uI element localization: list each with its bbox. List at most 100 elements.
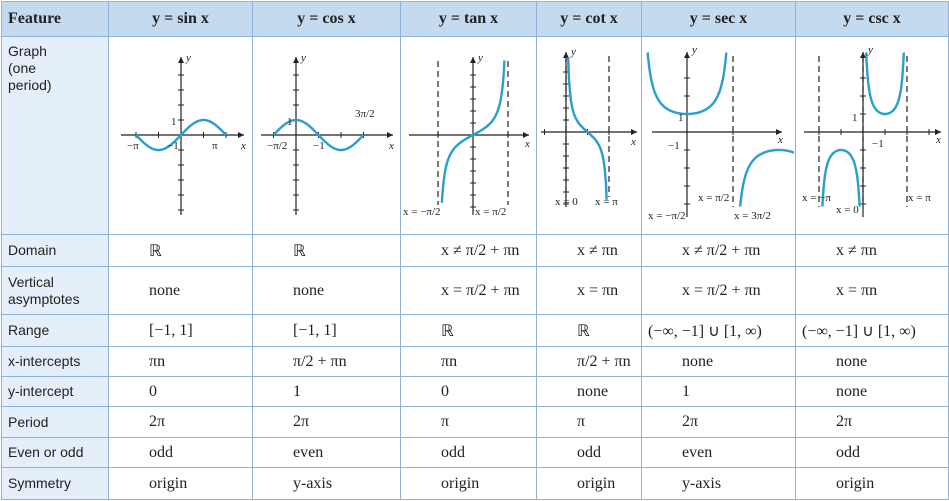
axis-arrow (684, 52, 782, 135)
value-cell: 0 (400, 376, 537, 407)
value-cell: (−∞, −1] ∪ [1, ∞) (641, 314, 796, 347)
graph-label: x = 0 (836, 204, 859, 216)
row-label: Symmetry (1, 467, 109, 500)
graph: y 1 −1 x x = −π/2 x = π/2 x = 3π/2 (646, 44, 794, 222)
graph-cell: y 1 −1 x x = −π x = 0 x = π (795, 36, 949, 235)
row-label: Even or odd (1, 437, 109, 468)
value-cell: 2π (108, 406, 253, 438)
row-label: Vertical asymptotes (1, 266, 109, 315)
value-cell: x ≠ π/2 + πn (400, 234, 537, 267)
value-cell: πn (400, 346, 537, 377)
value-cell: none (641, 346, 796, 377)
header-cell: y = csc x (795, 1, 949, 37)
header-cell: y = cos x (252, 1, 401, 37)
value-cell: odd (795, 437, 949, 468)
header-cell: y = sin x (108, 1, 253, 37)
graph-label: x = π (908, 192, 931, 204)
value-cell: origin (536, 467, 642, 500)
curve (272, 118, 365, 152)
graph-label: −1 (313, 140, 325, 152)
axis-arrow (178, 57, 244, 138)
axis-arrow (563, 52, 637, 135)
curve (646, 52, 728, 116)
value-cell: πn (108, 346, 253, 377)
value-cell: odd (400, 437, 537, 468)
graph-label: x (630, 136, 636, 148)
data-row: Symmetry origin y-axis origin origin y-axis or… (1, 467, 949, 500)
header-cell: y = tan x (400, 1, 537, 37)
value-cell: ℝ (108, 234, 253, 267)
graph-label: x (388, 140, 394, 152)
value-cell: [−1, 1] (108, 314, 253, 347)
value-cell: 2π (641, 406, 796, 438)
value-cell: y-axis (641, 467, 796, 500)
value-cell: ℝ (400, 314, 537, 347)
graph-label: 1 (678, 112, 684, 124)
curve (440, 60, 506, 203)
header-cell: Feature (1, 1, 109, 37)
curve (567, 57, 608, 200)
graph-label: x (777, 134, 783, 146)
graph-label: x (935, 134, 941, 146)
graph-label: y (185, 52, 191, 64)
graph-label: −π (127, 140, 139, 152)
row-label: Range (1, 314, 109, 347)
value-cell: [−1, 1] (252, 314, 401, 347)
value-cell: x ≠ π/2 + πn (641, 234, 796, 267)
graph-label: x = −π (802, 192, 831, 204)
value-cell: origin (400, 467, 537, 500)
value-cell: (−∞, −1] ∪ [1, ∞) (795, 314, 949, 347)
value-cell: none (252, 266, 401, 315)
curve (821, 148, 861, 207)
graph-label: x = 3π/2 (734, 210, 771, 222)
value-cell: 0 (108, 376, 253, 407)
graph-label: y (570, 46, 576, 58)
table-body: Graph (one period) y 1 −1 −π π x y 1 −1 −π/2 3π/2 x y… (1, 36, 949, 500)
graph-label: x = π/2 (475, 206, 506, 218)
graph-cell: y 1 −1 −π π x (108, 36, 253, 235)
graph-label: −1 (872, 138, 884, 150)
graph-label: y (691, 44, 697, 56)
graph-cell: y x x = −π/2 x = π/2 (400, 36, 537, 235)
graph-cell: y 1 −1 −π/2 3π/2 x (252, 36, 401, 235)
graph-label: −1 (668, 140, 680, 152)
graph: y 1 −1 x x = −π x = 0 x = π (802, 44, 941, 217)
value-cell: 2π (252, 406, 401, 438)
graph-label: x = −π/2 (403, 206, 441, 218)
graph-label: x = −π/2 (648, 210, 686, 222)
graph: y x x = 0 x = π (541, 46, 637, 208)
value-cell: π (536, 406, 642, 438)
value-cell: even (641, 437, 796, 468)
value-cell: ℝ (252, 234, 401, 267)
graph-label: x = π/2 (698, 192, 729, 204)
value-cell: none (795, 346, 949, 377)
curve (135, 118, 227, 152)
graph-label: π (212, 140, 218, 152)
graph: y 1 −1 −π π x (121, 52, 246, 215)
value-cell: x ≠ πn (795, 234, 949, 267)
value-cell: odd (536, 437, 642, 468)
value-cell: odd (108, 437, 253, 468)
graph: y x x = −π/2 x = π/2 (403, 52, 530, 218)
value-cell: none (795, 376, 949, 407)
graph-label: 1 (171, 116, 177, 128)
value-cell: origin (108, 467, 253, 500)
curve (865, 52, 905, 116)
data-row: Vertical asymptotes none none x = π/2 + πn x… (1, 266, 949, 315)
graph-label: 1 (287, 116, 293, 128)
value-cell: x = πn (536, 266, 642, 315)
row-label: Period (1, 406, 109, 438)
value-cell: x = πn (795, 266, 949, 315)
graph-label: x (240, 140, 246, 152)
value-cell: 1 (252, 376, 401, 407)
value-cell: 1 (641, 376, 796, 407)
graph-label: y (300, 52, 306, 64)
row-label: x-intercepts (1, 346, 109, 377)
graph-label: y (477, 52, 483, 64)
header-cell: y = cot x (536, 1, 642, 37)
graph-label: x = π (595, 196, 618, 208)
value-cell: origin (795, 467, 949, 500)
